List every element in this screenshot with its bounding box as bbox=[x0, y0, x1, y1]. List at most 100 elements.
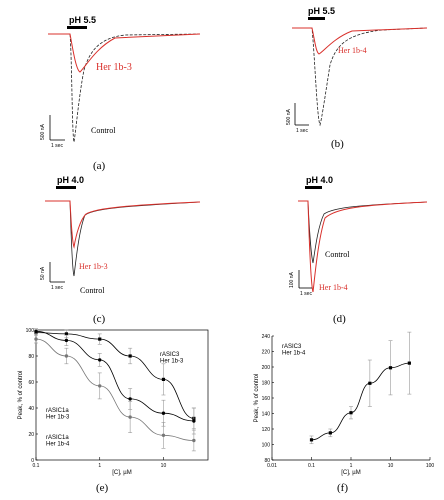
ph-label: pH 5.5 bbox=[308, 6, 336, 16]
ph-label: pH 4.0 bbox=[306, 175, 334, 185]
panel-a: pH 5.5 Her 1b-3 Control 500 nA 1 sec (a) bbox=[0, 0, 222, 180]
x-tick-label: 100 bbox=[426, 463, 435, 469]
control-label: Control bbox=[91, 126, 116, 135]
legend-text: Her 1b-4 bbox=[46, 442, 70, 448]
ph-label: pH 4.0 bbox=[57, 175, 85, 185]
x-axis-label: [C], µM bbox=[341, 470, 360, 476]
scale-current-label: 500 nA bbox=[286, 109, 292, 125]
panel-label: (b) bbox=[331, 138, 344, 150]
panel-e: 0 20 40 60 80 100 0.1 1 10 [C], µM Peak, % of cont… bbox=[0, 320, 222, 500]
toxin-label: Her 1b-4 bbox=[319, 283, 348, 292]
data-point bbox=[64, 354, 69, 358]
data-point bbox=[34, 337, 38, 341]
y-tick-label: 0 bbox=[31, 458, 34, 464]
legend-text: rASIC1a bbox=[46, 408, 69, 414]
scale-time-label: 1 sec bbox=[51, 285, 63, 291]
y-axis-label: Peak, % of control bbox=[254, 374, 260, 423]
panel-c: pH 4.0 Her 1b-3 Control 50 nA 1 sec (c) bbox=[0, 170, 222, 330]
ph-pulse-bar bbox=[305, 186, 322, 189]
control-label: Control bbox=[325, 250, 350, 259]
data-point bbox=[328, 431, 332, 435]
data-point bbox=[161, 377, 166, 381]
x-tick-label: 1 bbox=[350, 463, 353, 469]
trace-plot-c bbox=[45, 186, 201, 283]
legend-text: Her 1b-3 bbox=[46, 415, 70, 421]
scale-time-label: 1 sec bbox=[51, 143, 63, 149]
y-tick-label: 100 bbox=[262, 442, 271, 448]
toxin-label: Her 1b-3 bbox=[79, 262, 108, 271]
data-point bbox=[192, 438, 196, 443]
x-tick-label: 0.01 bbox=[267, 463, 277, 469]
fit-curve bbox=[35, 338, 194, 441]
data-point bbox=[98, 384, 102, 388]
ph-pulse-bar bbox=[67, 26, 87, 29]
panel-label: (f) bbox=[337, 482, 348, 494]
data-point bbox=[98, 358, 102, 362]
scale-time-label: 1 sec bbox=[296, 128, 308, 134]
toxin-trace bbox=[292, 27, 428, 55]
data-point bbox=[388, 366, 393, 370]
x-tick-label: 10 bbox=[388, 463, 394, 469]
legend-text: rASIC3 bbox=[282, 344, 302, 350]
data-point bbox=[192, 419, 196, 423]
ph-pulse-bar bbox=[308, 17, 325, 20]
scale-current-label: 50 nA bbox=[40, 266, 46, 280]
data-point bbox=[161, 411, 166, 415]
plot-frame bbox=[35, 329, 209, 461]
dose-response-chart-e: 0 20 40 60 80 100 0.1 1 10 [C], µM Peak, % of cont… bbox=[18, 328, 209, 476]
data-point bbox=[128, 354, 132, 358]
panel-label: (d) bbox=[333, 313, 346, 325]
y-tick-label: 240 bbox=[262, 334, 271, 340]
y-tick-label: 60 bbox=[28, 380, 34, 386]
ph-pulse-bar bbox=[56, 186, 76, 189]
data-point bbox=[64, 338, 69, 343]
toxin-trace bbox=[45, 200, 201, 249]
y-tick-label: 100 bbox=[26, 328, 35, 334]
y-tick-label: 40 bbox=[28, 406, 34, 412]
trace-plot-b bbox=[292, 17, 428, 127]
y-axis-label: Peak, % of control bbox=[18, 371, 24, 420]
y-tick-label: 80 bbox=[264, 458, 270, 464]
data-point bbox=[309, 438, 314, 442]
legend-text: Her 1b-4 bbox=[282, 351, 306, 357]
x-tick-label: 0.1 bbox=[33, 463, 40, 469]
data-point bbox=[64, 332, 69, 336]
y-tick-label: 180 bbox=[262, 380, 271, 386]
y-tick-label: 20 bbox=[28, 432, 34, 438]
y-tick-label: 200 bbox=[262, 365, 271, 371]
data-point bbox=[128, 397, 132, 401]
panel-d: pH 4.0 Control Her 1b-4 100 nA 1 sec (d) bbox=[222, 170, 444, 330]
toxin-label: Her 1b-4 bbox=[338, 46, 367, 55]
fit-curve bbox=[35, 330, 194, 422]
trace-plot-a bbox=[48, 26, 201, 143]
y-tick-label: 80 bbox=[28, 354, 34, 360]
x-tick-label: 1 bbox=[98, 463, 101, 469]
data-point bbox=[407, 361, 411, 365]
control-trace bbox=[48, 33, 201, 143]
y-tick-label: 220 bbox=[262, 349, 271, 355]
panel-f: 80 100 120 140 160 180 200 220 240 0.01 0.1 1 10 100 [… bbox=[222, 320, 444, 500]
panel-label: (a) bbox=[93, 160, 106, 172]
toxin-trace bbox=[48, 33, 201, 73]
control-trace bbox=[292, 27, 428, 127]
fit-curve bbox=[35, 332, 194, 419]
data-point bbox=[34, 329, 38, 333]
legend-text: rASIC1a bbox=[46, 435, 69, 441]
data-point bbox=[368, 381, 372, 385]
panel-label: (c) bbox=[93, 313, 106, 325]
data-point bbox=[98, 337, 102, 341]
trace-plot-d bbox=[298, 186, 428, 293]
control-trace bbox=[45, 200, 201, 277]
data-point bbox=[161, 433, 166, 437]
scale-time-label: 1 sec bbox=[300, 291, 312, 297]
toxin-trace bbox=[298, 200, 428, 293]
scale-current-label: 100 nA bbox=[289, 272, 295, 288]
x-axis-label: [C], µM bbox=[112, 470, 131, 476]
dose-response-chart-f: 80 100 120 140 160 180 200 220 240 0.01 0.1 1 10 100 [… bbox=[254, 331, 435, 476]
toxin-label: Her 1b-3 bbox=[96, 62, 132, 73]
legend-text: Her 1b-3 bbox=[160, 359, 184, 365]
y-tick-label: 160 bbox=[262, 396, 271, 402]
ph-label: pH 5.5 bbox=[69, 15, 97, 25]
control-label: Control bbox=[80, 286, 105, 295]
x-tick-label: 10 bbox=[161, 463, 167, 469]
